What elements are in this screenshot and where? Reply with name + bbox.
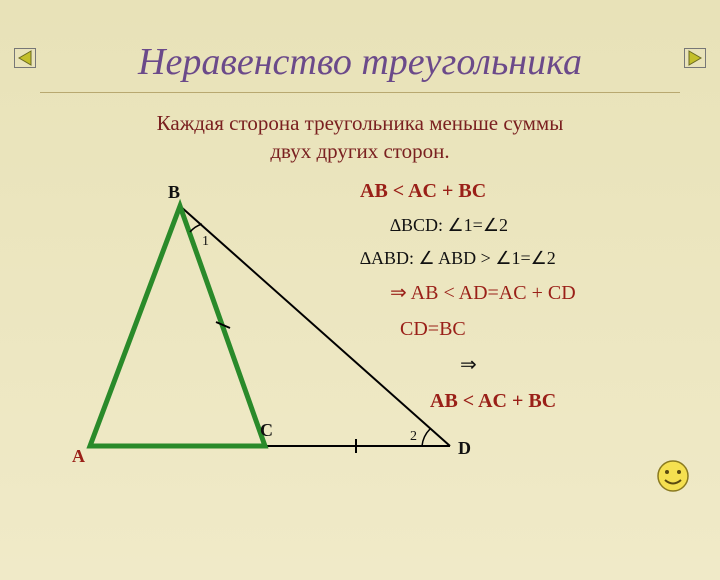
proof-line-5: CD=BC [400,314,576,344]
theorem-statement: Каждая сторона треугольника меньше суммы… [0,109,720,166]
next-icon [684,48,706,68]
proof-line-3: ∆ABD: ∠ ABD > ∠1=∠2 [360,245,576,272]
prev-button[interactable] [14,48,36,68]
vertex-a: A [72,446,85,467]
content-area: A B C D 1 2 AB < AC + BC ∆BCD: ∠1=∠2 ∆AB… [0,166,720,526]
proof-steps: AB < AC + BC ∆BCD: ∠1=∠2 ∆ABD: ∠ ABD > ∠… [360,176,576,422]
title-divider [40,92,680,93]
proof-line-2: ∆BCD: ∠1=∠2 [390,212,576,239]
angle-1-arc [190,224,202,232]
triangle-abc [90,206,265,446]
smiley-icon [656,459,690,498]
vertex-d: D [458,438,471,459]
next-button[interactable] [684,48,706,68]
angle-2-label: 2 [410,429,417,445]
angle-2-arc [422,429,430,446]
vertex-b: B [168,182,180,203]
angle-1-label: 1 [202,234,209,250]
vertex-c: C [260,420,273,441]
prev-icon [14,48,36,68]
proof-line-4: AB < AD=AC + CD [411,282,576,304]
proof-implies-2: ⇒ [460,354,477,376]
proof-line-1: AB < AC + BC [360,176,576,206]
proof-implies-1: ⇒ [390,282,407,304]
subtitle-line-2: двух других сторон. [270,139,449,163]
proof-line-6: AB < AC + BC [430,386,576,416]
page-title: Неравенство треугольника [0,40,720,84]
subtitle-line-1: Каждая сторона треугольника меньше суммы [157,111,564,135]
